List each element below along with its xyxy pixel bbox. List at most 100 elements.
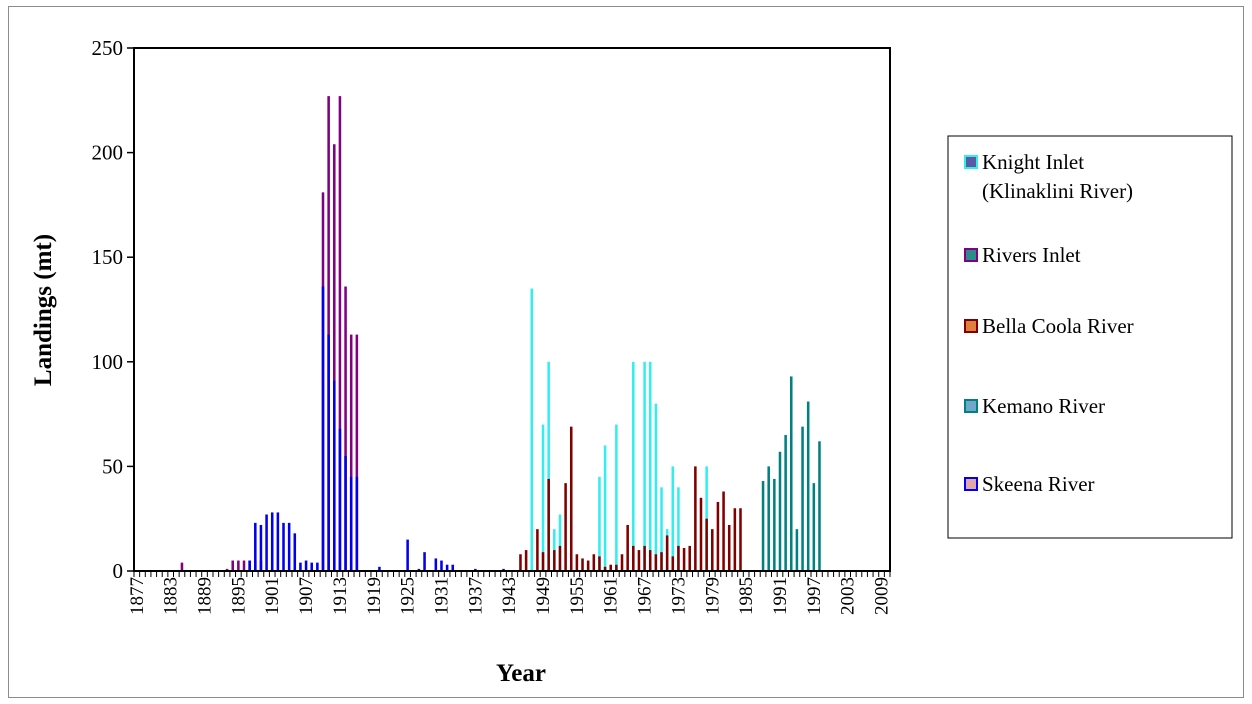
- x-tick-label: 1955: [567, 577, 588, 615]
- bar-bella-coola-river-1959: [598, 556, 601, 571]
- bar-skeena-river-1910: [321, 286, 325, 571]
- bar-bella-coola-river-1964: [626, 524, 629, 571]
- bar-kemano-river-1990: [773, 478, 776, 571]
- bar-rivers-inlet-1915: [349, 334, 353, 571]
- bar-bella-coola-river-1983: [733, 508, 737, 571]
- bar-skeena-river-1931: [440, 560, 443, 571]
- y-tick-label: 250: [92, 36, 124, 60]
- x-tick-label: 1889: [195, 577, 216, 615]
- bar-bella-coola-river-1975: [688, 545, 691, 571]
- x-tick-label: 1943: [499, 577, 520, 615]
- bar-bella-coola-river-1951: [553, 550, 556, 571]
- bar-skeena-river-1908: [310, 562, 313, 571]
- x-tick-label: 1895: [228, 577, 249, 615]
- bar-kemano-river-1989: [767, 466, 770, 571]
- bar-skeena-river-1914: [344, 455, 347, 571]
- y-tick-label: 50: [102, 454, 123, 478]
- bar-kemano-river-1996: [806, 401, 810, 571]
- bar-rivers-inlet-1914: [344, 286, 347, 571]
- bar-skeena-river-1920: [378, 566, 381, 571]
- bar-rivers-inlet-1911: [327, 96, 330, 572]
- bar-skeena-river-1932: [445, 564, 449, 571]
- bar-bella-coola-river-1976: [694, 466, 697, 571]
- x-tick-label: 1961: [601, 577, 622, 615]
- x-axis-title: Year: [496, 660, 546, 687]
- bar-bella-coola-river-1952: [558, 545, 562, 571]
- bar-bella-coola-river-1953: [564, 483, 567, 571]
- bar-kemano-river-1994: [795, 529, 799, 571]
- bar-knight-inlet-klinaklini-river-1952: [558, 514, 562, 571]
- bar-bella-coola-river-1961: [609, 564, 612, 571]
- bar-skeena-river-1916: [355, 476, 359, 571]
- bar-rivers-inlet-1895: [237, 560, 240, 571]
- y-tick-label: 200: [92, 141, 124, 165]
- x-tick-label: 2009: [872, 577, 893, 615]
- bar-skeena-river-1927: [417, 568, 421, 571]
- bar-skeena-river-1911: [327, 334, 330, 571]
- bar-knight-inlet-klinaklini-river-1969: [654, 403, 658, 571]
- x-tick-label: 1937: [465, 577, 486, 615]
- legend: Knight Inlet (Klinaklini River) Rivers Inl…: [947, 135, 1233, 539]
- bar-knight-inlet-klinaklini-river-1959: [598, 476, 601, 571]
- x-tick-label: 1985: [736, 577, 757, 615]
- bar-bella-coola-river-1956: [581, 558, 584, 571]
- legend-swatch-kemano-river: [964, 399, 978, 413]
- legend-box: [947, 135, 1233, 539]
- bar-skeena-river-1942: [502, 568, 505, 571]
- bar-bella-coola-river-1962: [615, 564, 618, 571]
- bar-bella-coola-river-1949: [541, 552, 545, 571]
- y-tick-label: 150: [92, 245, 124, 269]
- bar-skeena-river-1904: [287, 522, 291, 571]
- bar-knight-inlet-klinaklini-river-1960: [603, 445, 607, 571]
- bar-skeena-river-1928: [423, 552, 426, 571]
- x-tick-label: 1901: [262, 577, 283, 615]
- bar-knight-inlet-klinaklini-river-1970: [660, 487, 663, 571]
- bar-bella-coola-river-1950: [547, 478, 550, 571]
- bar-bella-coola-river-1957: [586, 560, 590, 571]
- x-tick-label: 1997: [804, 577, 825, 615]
- bar-kemano-river-1991: [778, 451, 782, 571]
- bar-bella-coola-river-1954: [569, 426, 573, 571]
- bar-bella-coola-river-1948: [536, 529, 539, 571]
- x-tick-label: 1991: [770, 577, 791, 615]
- bar-knight-inlet-klinaklini-river-1972: [671, 466, 675, 571]
- bar-kemano-river-1992: [784, 435, 787, 571]
- bar-bella-coola-river-1971: [665, 535, 669, 571]
- bar-rivers-inlet-1885: [180, 562, 184, 571]
- bar-rivers-inlet-1912: [333, 144, 336, 572]
- bar-kemano-river-1993: [790, 376, 793, 571]
- x-tick-label: 1919: [364, 577, 385, 615]
- bar-rivers-inlet-1916: [355, 334, 359, 571]
- bar-knight-inlet-klinaklini-river-1967: [643, 361, 646, 571]
- bar-skeena-river-1902: [276, 512, 280, 571]
- y-tick-label: 100: [92, 350, 124, 374]
- bar-bella-coola-river-1966: [637, 550, 641, 571]
- legend-swatch-bella-coola-river: [964, 319, 978, 333]
- bar-skeena-river-1906: [299, 562, 302, 571]
- legend-swatch-skeena-river: [964, 477, 978, 491]
- y-tick-label: 0: [113, 559, 124, 583]
- chart-frame: 0 50 100 150 200 250 1877 1883 1889 1895 1901 1907…: [8, 6, 1244, 698]
- x-tick-label: 1913: [330, 577, 351, 615]
- bar-bella-coola-river-1982: [727, 524, 731, 571]
- x-tick-label: 1967: [635, 577, 656, 615]
- bar-knight-inlet-klinaklini-river-1973: [677, 487, 680, 571]
- bar-skeena-river-1898: [254, 522, 257, 571]
- bar-knight-inlet-klinaklini-river-1962: [615, 424, 618, 571]
- bars-layer: [180, 96, 821, 572]
- bar-rivers-inlet-1913: [338, 96, 342, 572]
- x-tick-label: 1973: [668, 577, 689, 615]
- bar-bella-coola-river-1968: [648, 550, 652, 571]
- legend-label-rivers-inlet: Rivers Inlet: [982, 243, 1081, 267]
- legend-label-skeena-river: Skeena River: [982, 472, 1095, 496]
- x-tick-label: 1979: [702, 577, 723, 615]
- bar-bella-coola-river-1946: [524, 550, 528, 571]
- bar-bella-coola-river-1981: [722, 491, 725, 571]
- y-axis-title: Landings (mt): [30, 234, 57, 386]
- bar-skeena-river-1913: [338, 428, 342, 571]
- bar-knight-inlet-klinaklini-river-1965: [632, 361, 635, 571]
- bar-skeena-river-1897: [248, 560, 251, 571]
- bar-bella-coola-river-1945: [519, 554, 522, 571]
- bar-kemano-river-1997: [812, 483, 816, 571]
- y-axis: 0 50 100 150 200 250: [92, 36, 134, 583]
